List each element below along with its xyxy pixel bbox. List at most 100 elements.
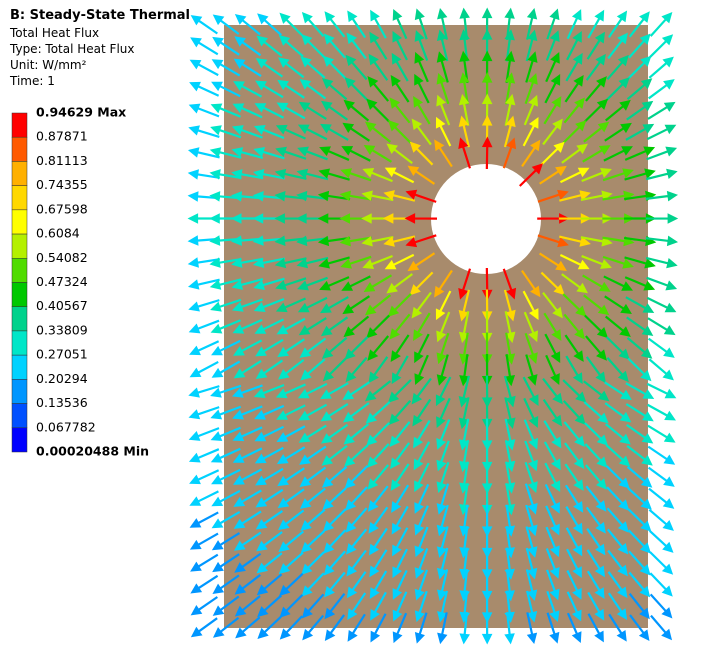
flux-arrow [212,616,240,638]
flux-arrow [346,571,367,599]
flux-arrow [302,614,325,641]
flux-arrow [344,77,369,101]
flux-arrow [645,256,678,269]
flux-arrow [458,93,470,126]
flux-arrow [369,570,388,600]
flux-arrow [253,297,285,312]
flux-arrow [458,268,472,300]
flux-arrow [544,462,561,493]
legend-label: 0.54082 [36,250,88,265]
flux-arrow [347,613,366,642]
flux-arrow [647,317,676,336]
flux-arrow [649,551,674,575]
flux-arrow [189,469,220,485]
flux-arrow [361,236,394,247]
flux-arrow [391,355,409,385]
flux-arrow [254,425,285,442]
flux-arrow [253,146,285,160]
flux-arrow [606,356,629,383]
flux-arrow [546,590,560,623]
flux-arrow [211,532,241,551]
flux-arrow [231,169,264,180]
flux-arrow [458,418,470,451]
flux-arrow [320,296,349,314]
flux-arrow [546,612,560,644]
flux-arrow [525,51,538,83]
flux-arrow [436,72,450,105]
flux-arrow [525,504,538,537]
flux-arrow [232,103,263,119]
flux-arrow [607,592,628,620]
flux-arrow [414,483,430,514]
flux-arrow [190,574,219,594]
flux-arrow [366,443,390,468]
flux-arrow [605,465,630,489]
flux-arrow [235,616,261,639]
flux-arrow [521,270,541,298]
flux-arrow [624,276,656,291]
flux-arrow [544,333,561,364]
flux-arrow [255,510,284,530]
flux-arrow [275,277,307,291]
flux-arrow [342,122,370,142]
flux-arrow [628,571,651,598]
flux-arrow [390,334,410,363]
flux-arrow [254,318,285,334]
flux-arrow [414,462,430,493]
flux-arrow [414,8,428,40]
flux-arrow [585,335,607,361]
flux-arrow [405,189,437,203]
flux-arrow [340,255,372,269]
flux-arrow [542,377,563,405]
flux-arrow [649,34,674,58]
flux-arrow [297,382,328,399]
flux-arrow [524,461,538,494]
flux-arrow [604,315,631,338]
flux-arrow [524,483,538,515]
flux-arrow [623,190,657,202]
flux-arrow [413,441,431,471]
flux-arrow [559,167,590,184]
flux-arrow [436,569,449,602]
flux-arrow [504,72,516,105]
flux-arrow [233,81,263,98]
flux-arrow [390,74,410,103]
flux-arrow [436,311,451,343]
flux-arrow [370,613,387,643]
flux-arrow [412,398,432,427]
flux-arrow [320,382,349,400]
flux-arrow [481,611,493,645]
flux-arrow [279,615,303,640]
flux-arrow [321,78,348,101]
flux-arrow [320,123,349,141]
flux-arrow [318,168,350,181]
flux-arrow [581,168,612,183]
flux-arrow [383,190,416,202]
flux-arrow [234,36,262,57]
flux-arrow [586,31,605,60]
flux-arrow [341,146,371,162]
flux-arrow [299,466,327,487]
flux-arrow [437,7,448,40]
legend-swatch [11,209,28,235]
flux-arrow [459,440,470,473]
flux-arrow [629,614,650,641]
flux-arrow [209,169,242,180]
flux-arrow [321,100,349,121]
flux-arrow [211,360,241,378]
flux-arrow [390,463,410,492]
flux-arrow [234,552,262,573]
flux-arrow [256,35,283,57]
flux-arrow [345,507,368,533]
flux-arrow [524,440,538,472]
flux-arrow [409,141,434,166]
flux-arrow [540,271,565,296]
flux-arrow [344,465,369,489]
flux-arrow [523,419,539,450]
flux-arrow [646,276,678,291]
flux-arrow [414,612,428,644]
flux-arrow [343,315,370,338]
flux-arrow [388,120,412,144]
flux-arrow [212,595,240,616]
flux-arrow [366,98,390,123]
